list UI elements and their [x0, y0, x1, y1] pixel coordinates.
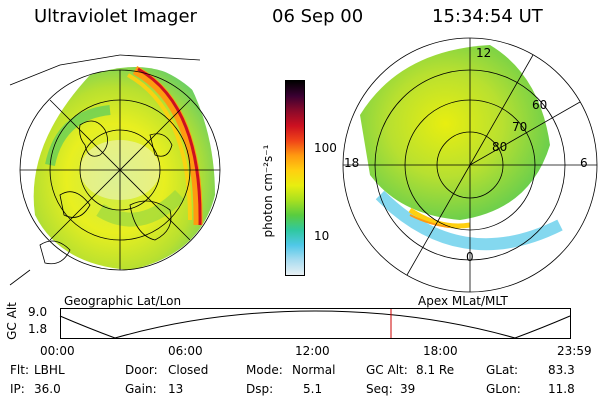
glon-label: GLon:: [486, 382, 521, 396]
altitude-curve: [59, 310, 571, 339]
mlt-label-18: 18: [344, 156, 360, 170]
colorbar-gradient: [286, 81, 304, 275]
door-value: Closed: [168, 363, 209, 377]
gc-alt-value: 8.1 Re: [416, 363, 455, 377]
door-label: Door:: [125, 363, 158, 377]
mlt-label-0: 0: [466, 250, 474, 264]
time-label: 15:34:54 UT: [432, 6, 543, 27]
mlat-label-80: 80: [492, 140, 508, 154]
dsp-label: Dsp:: [246, 382, 274, 396]
seq-value: 39: [400, 382, 416, 396]
gc-alt-label: GC Alt:: [366, 363, 408, 377]
colorbar-tick-10: 10: [314, 229, 330, 243]
left-panel-caption: Geographic Lat/Lon: [64, 294, 182, 308]
mlat-label-60: 60: [532, 98, 548, 112]
geographic-image: [9, 54, 228, 286]
mlat-mlt-dial: [342, 37, 598, 293]
mlt-label-6: 6: [580, 156, 588, 170]
seq-label: Seq:: [366, 382, 393, 396]
time-tick-0000: 00:00: [40, 344, 75, 358]
altitude-ytick-min: 1.8: [28, 322, 48, 336]
dsp-value: 5.1: [303, 382, 323, 396]
mode-label: Mode:: [246, 363, 283, 377]
ip-label: IP:: [10, 382, 25, 396]
instrument-title: Ultraviolet Imager: [34, 6, 197, 27]
altitude-plot: [59, 308, 571, 339]
mode-value: Normal: [292, 363, 336, 377]
glat-value: 83.3: [548, 363, 575, 377]
time-tick-0600: 06:00: [168, 344, 203, 358]
altitude-ytick-max: 9.0: [28, 305, 48, 319]
filter-value: LBHL: [34, 363, 65, 377]
glat-label: GLat:: [486, 363, 519, 377]
right-panel-caption: Apex MLat/MLT: [418, 294, 508, 308]
glon-value: 11.8: [548, 382, 575, 396]
gain-label: Gain:: [125, 382, 157, 396]
time-tick-2359: 23:59: [557, 344, 592, 358]
altitude-ylabel: GC Alt: [5, 302, 19, 340]
colorbar-tick-100: 100: [314, 141, 337, 155]
time-tick-1800: 18:00: [423, 344, 458, 358]
date-label: 06 Sep 00: [272, 6, 364, 27]
mlat-label-70: 70: [512, 120, 528, 134]
mlt-label-12: 12: [476, 46, 492, 60]
colorbar: [285, 80, 305, 276]
filter-label: Flt:: [10, 363, 29, 377]
time-tick-1200: 12:00: [295, 344, 330, 358]
gain-value: 13: [168, 382, 184, 396]
ip-value: 36.0: [34, 382, 61, 396]
colorbar-unit-label: photon cm⁻²s⁻¹: [261, 144, 275, 238]
